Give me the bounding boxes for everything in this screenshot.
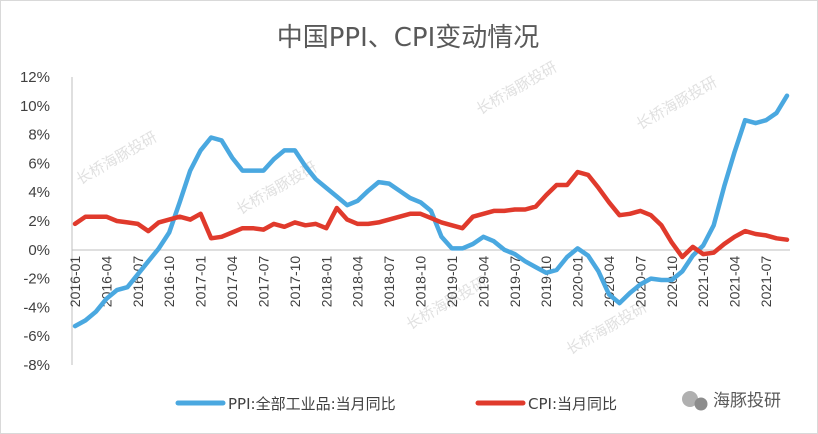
x-tick-label: 2016-01 — [67, 256, 83, 308]
legend-label-cpi: CPI:当月同比 — [528, 395, 617, 413]
x-tick-label: 2021-01 — [695, 256, 711, 308]
x-tick-label: 2021-04 — [727, 256, 743, 308]
x-tick-label: 2017-01 — [193, 256, 209, 308]
series-line-ppi — [72, 93, 790, 329]
legend-label-ppi: PPI:全部工业品:当月同比 — [228, 395, 396, 413]
channel-watermark: 海豚投研 — [682, 391, 781, 411]
x-tick-label: 2019-04 — [475, 256, 491, 308]
x-tick-label: 2019-10 — [538, 256, 554, 308]
y-tick-label: -6% — [23, 328, 50, 345]
y-tick-label: 10% — [20, 98, 50, 115]
y-tick-label: -2% — [23, 271, 50, 288]
y-tick-label: -4% — [23, 299, 50, 316]
x-tick-label: 2019-07 — [507, 256, 523, 308]
y-tick-label: 0% — [28, 242, 50, 259]
x-tick-label: 2017-07 — [255, 256, 271, 308]
series-line-cpi — [72, 169, 790, 260]
axes-group — [71, 77, 790, 365]
y-tick-label: 12% — [20, 69, 50, 86]
y-tick-label: -8% — [23, 357, 50, 374]
x-tick-label: 2018-07 — [381, 256, 397, 308]
y-tick-label: 6% — [28, 155, 50, 172]
x-tick-label: 2020-01 — [570, 256, 586, 308]
x-tick-label: 2017-10 — [287, 256, 303, 308]
x-tick-label: 2021-07 — [758, 256, 774, 308]
x-tick-label: 2018-10 — [413, 256, 429, 308]
watermark-text: 长桥海豚投研 — [473, 58, 560, 119]
legend: PPI:全部工业品:当月同比 CPI:当月同比 — [175, 395, 617, 413]
y-tick-label: 2% — [28, 213, 50, 230]
y-tick-label: 4% — [28, 184, 50, 201]
y-tick-labels: 12% 10% 8% 6% 4% 2% 0% -2% -4% -6% -8% — [20, 69, 50, 374]
x-tick-label: 2018-01 — [318, 256, 334, 308]
x-tick-label: 2020-04 — [601, 256, 617, 308]
x-tick-label: 2020-07 — [632, 256, 648, 308]
x-tick-label: 2018-04 — [350, 256, 366, 308]
x-tick-label: 2017-04 — [224, 256, 240, 308]
watermark-text: 长桥海豚投研 — [633, 73, 720, 134]
wechat-icon — [682, 391, 708, 411]
x-tick-label: 2016-10 — [161, 256, 177, 308]
x-tick-label: 2019-01 — [444, 256, 460, 308]
x-tick-labels: 2016-01 2016-04 2016-07 2016-10 2017-01 2017-… — [67, 256, 774, 308]
chart-title: 中国PPI、CPI变动情况 — [277, 23, 540, 53]
watermark-text: 长桥海豚投研 — [73, 128, 160, 189]
channel-name: 海豚投研 — [713, 391, 781, 411]
series-group — [72, 93, 790, 329]
y-tick-label: 8% — [28, 127, 50, 144]
